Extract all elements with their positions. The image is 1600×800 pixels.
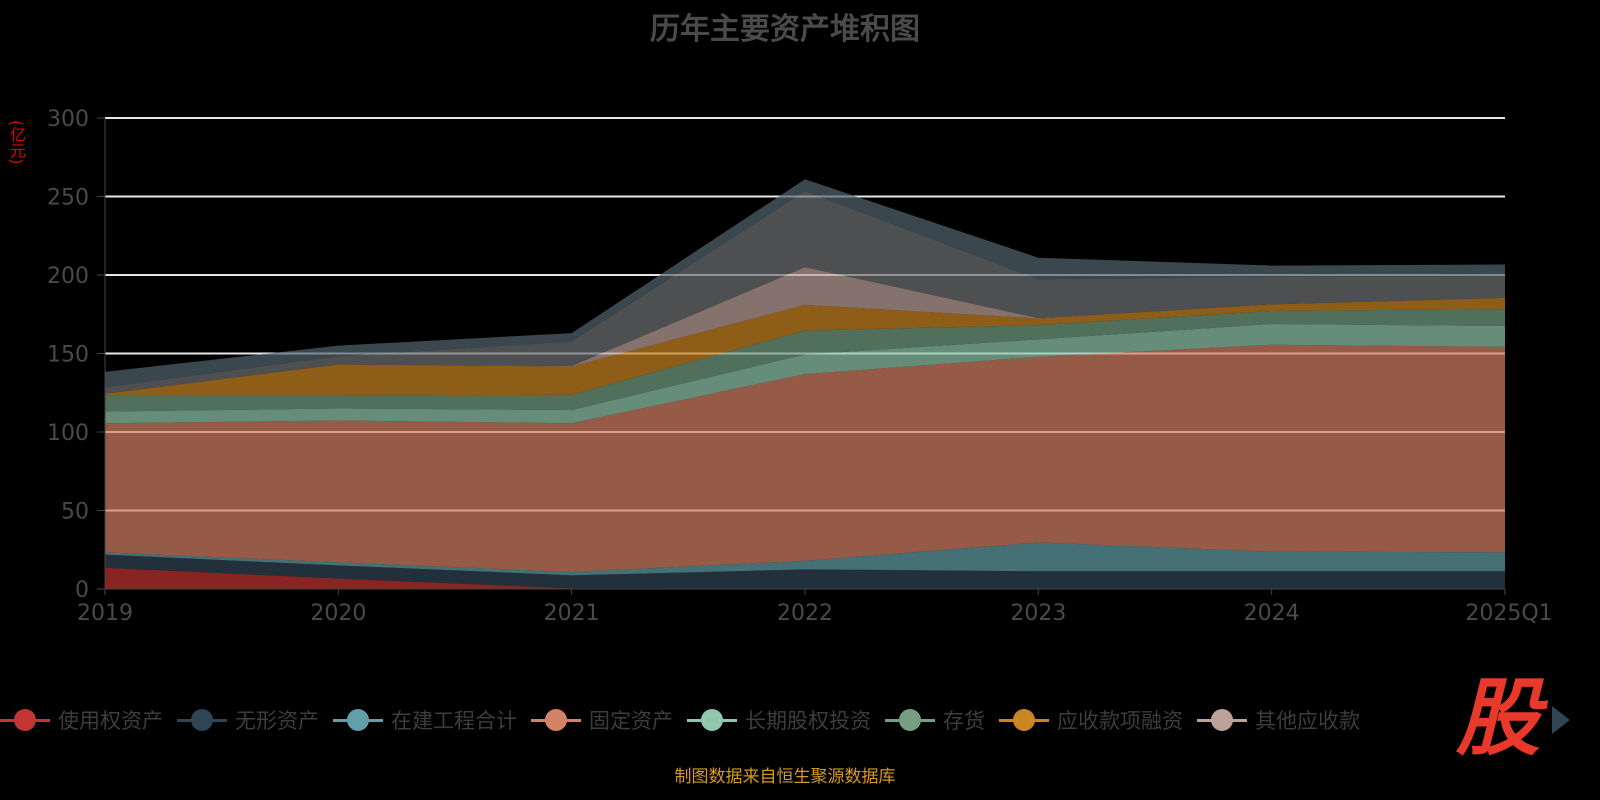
y-tick-label: 100 [47,421,89,446]
area-series-7 [105,267,1505,394]
brand-logo: 股 [1456,669,1541,767]
legend-label: 长期股权投资 [745,709,871,733]
chart-title: 历年主要资产堆积图 [650,12,920,47]
area-series [105,179,1505,589]
legend-circle-icon [0,706,50,734]
y-tick-label: 300 [47,107,89,132]
legend-item[interactable]: 在建工程合计 [333,706,517,734]
y-tick-label: 50 [61,500,89,525]
legend-item[interactable]: 固定资产 [531,706,673,734]
axes: 0 50 100 150 200 250 300 2019 2020 2021 2022 2023 20… [47,107,1553,626]
legend-label: 存货 [943,709,985,733]
legend-item[interactable]: 其他应收款 [1197,706,1360,734]
area-series-4 [105,323,1505,424]
x-tick-label: 2024 [1244,601,1300,626]
x-tick-label: 2019 [77,601,133,626]
area-series-3 [105,344,1505,573]
legend-label: 其他应收款 [1255,709,1360,733]
legend-circle-icon [999,706,1049,734]
legend-item[interactable]: 使用权资产 [0,706,163,734]
legend-label: 在建工程合计 [391,709,517,733]
area-series-6 [105,297,1505,396]
x-tick-label: 2020 [310,601,366,626]
y-tick-label: 200 [47,264,89,289]
legend-circle-icon [885,706,935,734]
legend-circle-icon [531,706,581,734]
area-series-1 [105,554,1505,589]
x-tick-label: 2025Q1 [1465,601,1552,626]
legend-item[interactable]: 应收款项融资 [999,706,1183,734]
x-tick-label: 2022 [777,601,833,626]
legend-next-page-icon[interactable] [1552,706,1570,734]
x-tick-label: 2021 [544,601,600,626]
area-series-unlabeled-8 [105,191,1505,394]
legend-item[interactable]: 长期股权投资 [687,706,871,734]
legend-label: 使用权资产 [58,709,163,733]
y-tick-label: 150 [47,343,89,368]
area-series-0 [105,567,1505,589]
legend-circle-icon [333,706,383,734]
y-tick-label: 250 [47,186,89,211]
x-tick-label: 2023 [1010,601,1066,626]
legend-label: 应收款项融资 [1057,709,1183,733]
legend-label: 固定资产 [589,709,673,733]
area-series-unlabeled-9 [105,179,1505,388]
legend-circle-icon [177,706,227,734]
y-axis-unit-label: (亿元) [7,120,26,165]
area-series-5 [105,309,1505,412]
legend-item[interactable]: 无形资产 [177,706,319,734]
data-source-footer: 制图数据来自恒生聚源数据库 [674,767,896,787]
legend-item[interactable]: 存货 [885,706,985,734]
legend-circle-icon [1197,706,1247,734]
legend-label: 无形资产 [235,709,319,733]
area-series-2 [105,542,1505,576]
legend-circle-icon [687,706,737,734]
legend: 使用权资产 无形资产 在建工程合计 固定资产 长期股权投资 存货 应收款项融资 其他应收款 [0,706,1360,734]
y-tick-label: 0 [75,578,89,603]
